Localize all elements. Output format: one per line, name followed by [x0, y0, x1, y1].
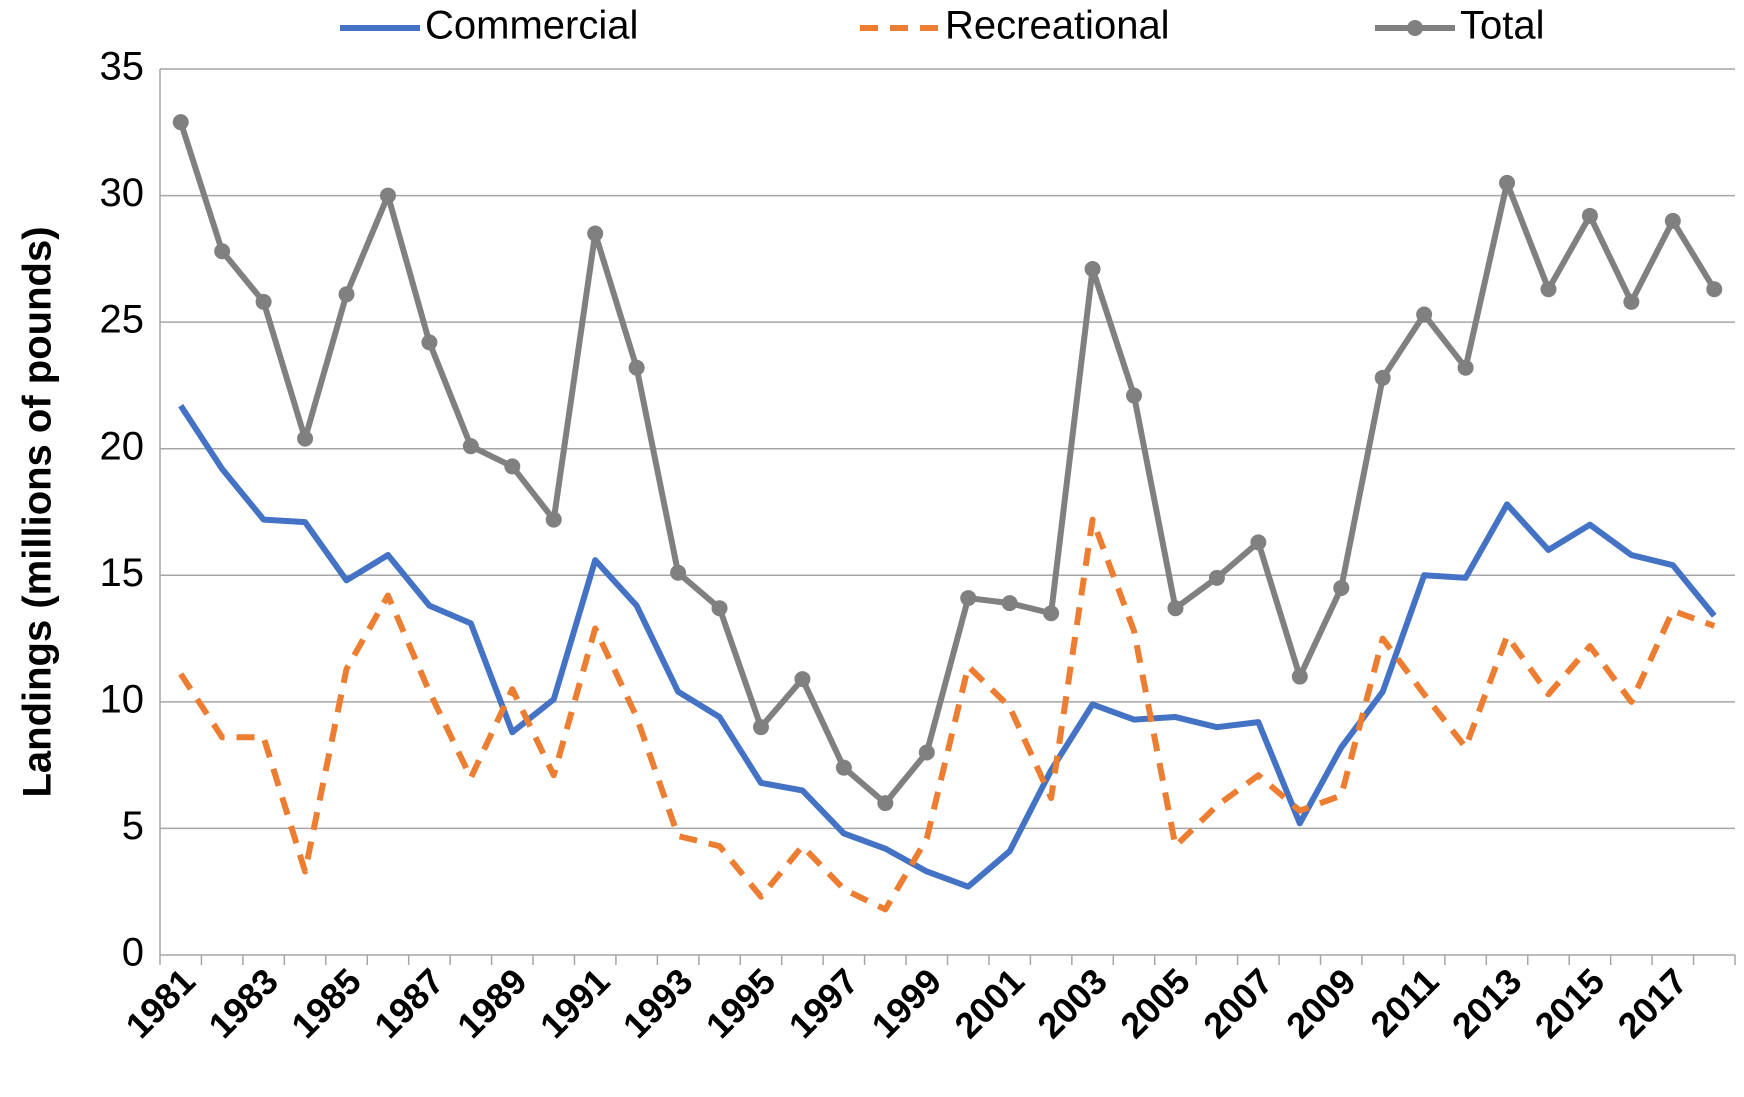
x-tick-label: 1983: [200, 960, 286, 1046]
data-point: [960, 590, 977, 607]
data-point: [1001, 595, 1018, 612]
data-point: [1167, 600, 1184, 617]
data-point: [1416, 306, 1433, 323]
x-tick-label: 2005: [1112, 960, 1198, 1046]
x-tick-label: 2003: [1029, 960, 1115, 1046]
y-tick-label: 25: [100, 298, 145, 342]
data-point: [1333, 579, 1350, 596]
data-point: [338, 286, 355, 303]
data-point: [214, 243, 231, 260]
series-line: [178, 516, 1716, 913]
data-point: [379, 187, 396, 204]
y-tick-label: 15: [100, 551, 145, 595]
y-tick-label: 0: [122, 931, 144, 975]
data-point: [628, 359, 645, 376]
data-point: [918, 744, 935, 761]
x-tick-label: 2011: [1362, 960, 1446, 1044]
data-point: [1208, 569, 1225, 586]
y-tick-label: 10: [100, 677, 145, 721]
y-tick-label: 35: [100, 45, 145, 89]
data-point: [255, 293, 272, 310]
data-point: [1374, 369, 1391, 386]
data-point: [1291, 668, 1308, 685]
y-tick-label: 20: [100, 424, 145, 468]
x-tick-label: 2013: [1444, 960, 1530, 1046]
data-point: [670, 564, 687, 581]
y-axis-label: Landings (millions of pounds): [16, 226, 60, 797]
data-point: [1043, 605, 1060, 622]
x-tick-label: 1985: [283, 960, 369, 1046]
x-tick-label: 1989: [449, 960, 535, 1046]
legend-label: Commercial: [425, 4, 638, 48]
y-tick-label: 30: [100, 171, 145, 215]
x-tick-label: 1995: [698, 960, 784, 1046]
x-tick-label: 1999: [864, 960, 950, 1046]
series-line: [178, 404, 1717, 890]
data-point: [1540, 281, 1557, 298]
data-point: [1457, 359, 1474, 376]
data-point: [794, 671, 811, 688]
x-tick-label: 2007: [1195, 960, 1281, 1046]
legend-label: Total: [1460, 4, 1545, 48]
data-point: [172, 114, 189, 131]
data-point: [1499, 174, 1516, 191]
data-point: [752, 719, 769, 736]
x-tick-label: 1993: [615, 960, 701, 1046]
data-point: [504, 458, 521, 475]
data-point: [297, 430, 314, 447]
data-point: [1581, 207, 1598, 224]
series-line: [177, 121, 1717, 807]
x-tick-label: 2009: [1278, 960, 1364, 1046]
legend-label: Recreational: [945, 4, 1170, 48]
data-point: [1706, 281, 1723, 298]
data-point: [545, 511, 562, 528]
x-tick-label: 1991: [532, 960, 618, 1046]
data-point: [1664, 212, 1681, 229]
x-tick-label: 2017: [1610, 960, 1696, 1046]
data-point: [1126, 387, 1143, 404]
data-point: [835, 759, 852, 776]
data-point: [421, 334, 438, 351]
x-tick-label: 2001: [946, 960, 1032, 1046]
data-point: [1084, 260, 1101, 277]
data-point: [1623, 293, 1640, 310]
data-point: [877, 795, 894, 812]
x-tick-label: 1997: [781, 960, 867, 1046]
y-tick-label: 5: [122, 804, 144, 848]
data-point: [1250, 534, 1267, 551]
data-point: [711, 600, 728, 617]
data-point: [462, 438, 479, 455]
x-tick-label: 2015: [1527, 960, 1613, 1046]
data-point: [587, 225, 604, 242]
legend-marker: [1407, 20, 1423, 36]
x-tick-label: 1987: [366, 960, 452, 1046]
